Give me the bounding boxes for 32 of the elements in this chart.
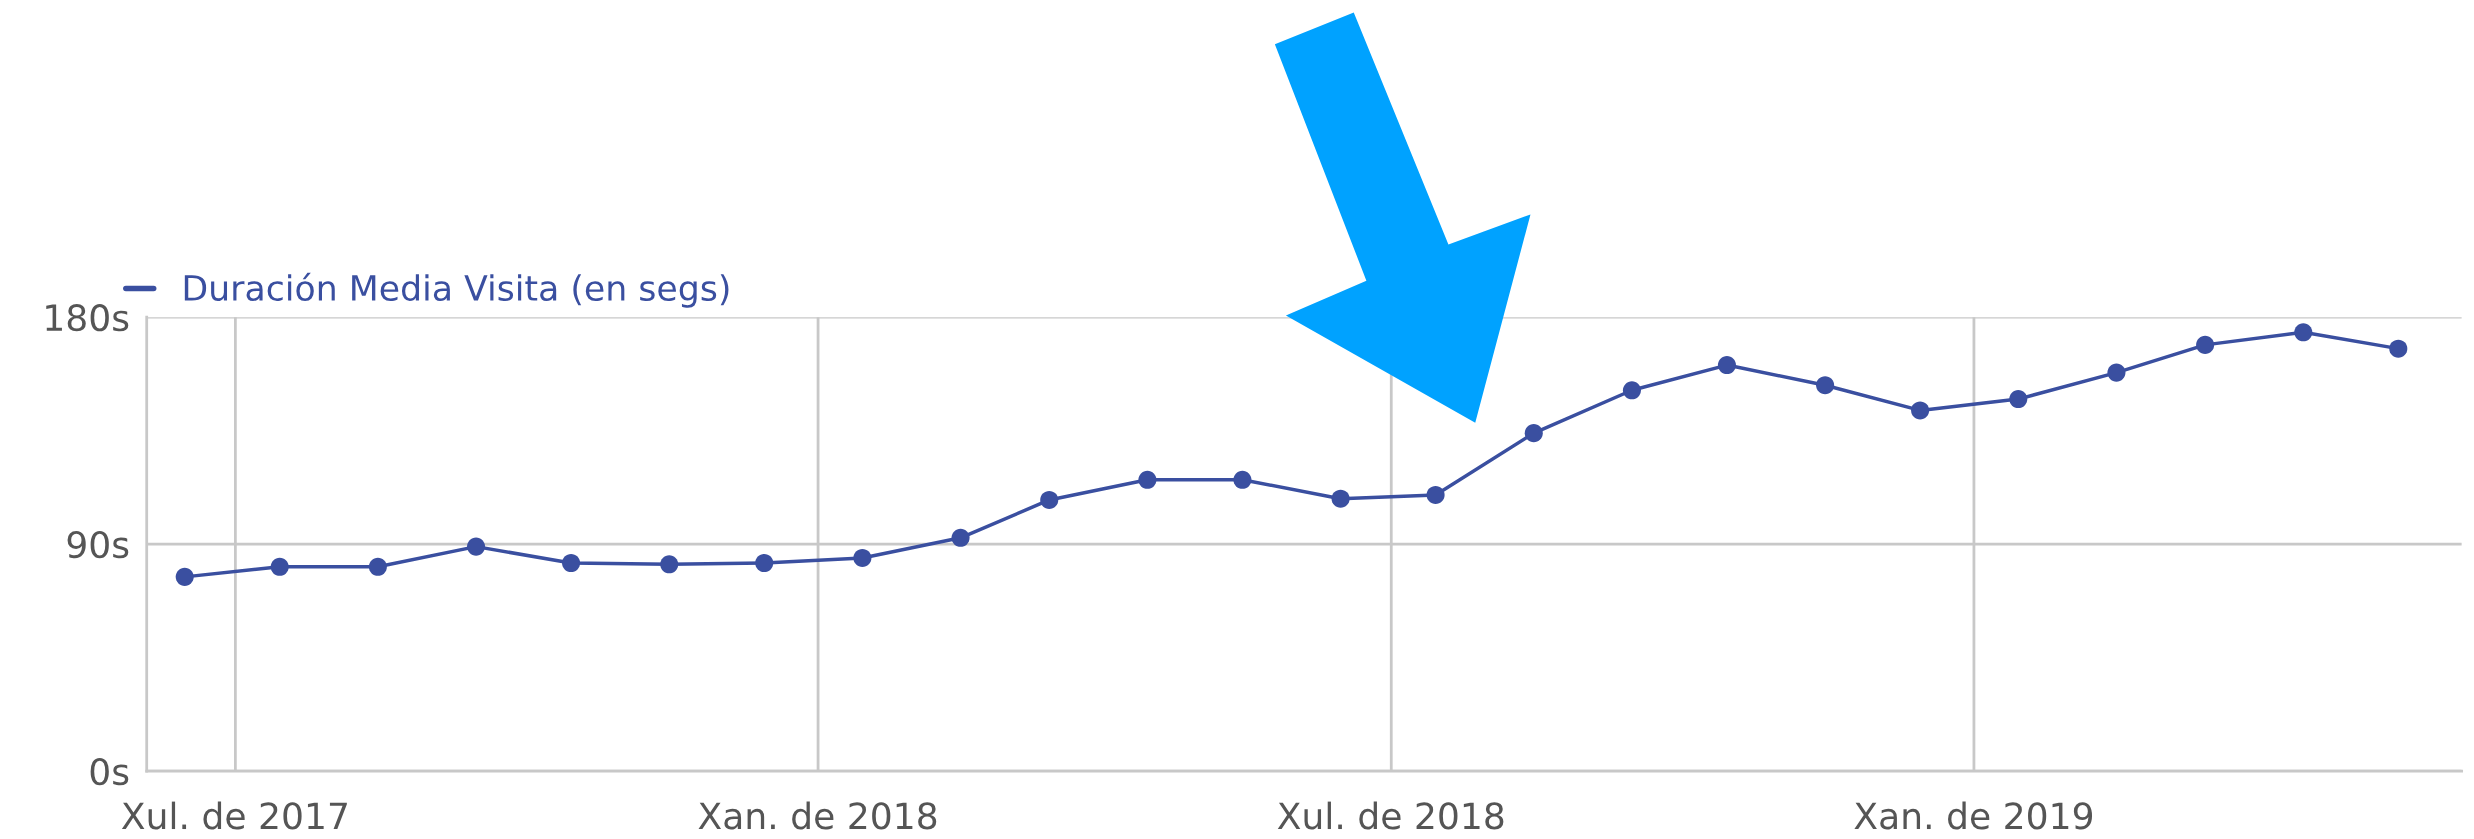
point — [175, 567, 194, 586]
point — [1911, 401, 1930, 420]
x-tick-label: Xan. de 2018 — [698, 801, 937, 830]
x-tick-label: Xul. de 2017 — [121, 801, 347, 830]
y-tick-label: 180s — [46, 304, 129, 332]
point — [1138, 470, 1157, 489]
point — [1331, 489, 1350, 508]
point — [951, 528, 970, 547]
point — [467, 537, 486, 556]
point — [1233, 470, 1252, 489]
point — [368, 557, 387, 576]
point — [1816, 376, 1835, 395]
point — [660, 555, 679, 574]
point — [2196, 335, 2215, 354]
point — [270, 557, 289, 576]
point — [1524, 424, 1543, 443]
point — [2294, 323, 2313, 342]
point — [562, 553, 581, 573]
point — [755, 553, 774, 573]
x-tick-label: Xul. de 2018 — [1277, 801, 1504, 830]
text: Duración Media Visita (en segs) — [184, 272, 729, 308]
point — [1040, 490, 1059, 509]
x-tick-label: Xan. de 2019 — [1854, 801, 2093, 830]
y-tick-label: 0s — [90, 757, 129, 786]
y-tick-label: 90s — [67, 531, 129, 559]
point — [2107, 363, 2126, 382]
point — [1622, 381, 1641, 400]
point — [1426, 485, 1445, 504]
point — [1717, 356, 1736, 375]
point — [853, 548, 872, 567]
point — [2389, 339, 2408, 358]
point — [2009, 390, 2028, 409]
